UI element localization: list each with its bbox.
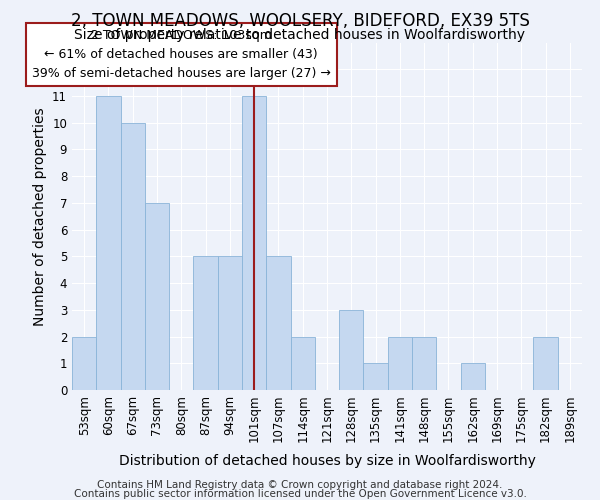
Bar — [242, 96, 266, 390]
Bar — [339, 310, 364, 390]
Bar — [266, 256, 290, 390]
Bar — [461, 364, 485, 390]
Bar — [96, 96, 121, 390]
Bar — [121, 122, 145, 390]
Text: Size of property relative to detached houses in Woolfardisworthy: Size of property relative to detached ho… — [74, 28, 526, 42]
Bar — [218, 256, 242, 390]
Text: Contains public sector information licensed under the Open Government Licence v3: Contains public sector information licen… — [74, 489, 526, 499]
X-axis label: Distribution of detached houses by size in Woolfardisworthy: Distribution of detached houses by size … — [119, 454, 535, 468]
Text: 2 TOWN MEADOWS: 103sqm
← 61% of detached houses are smaller (43)
39% of semi-det: 2 TOWN MEADOWS: 103sqm ← 61% of detached… — [32, 29, 331, 80]
Bar — [193, 256, 218, 390]
Text: Contains HM Land Registry data © Crown copyright and database right 2024.: Contains HM Land Registry data © Crown c… — [97, 480, 503, 490]
Bar — [388, 336, 412, 390]
Bar — [533, 336, 558, 390]
Y-axis label: Number of detached properties: Number of detached properties — [32, 107, 47, 326]
Bar — [72, 336, 96, 390]
Bar — [145, 203, 169, 390]
Bar — [412, 336, 436, 390]
Bar — [364, 364, 388, 390]
Bar — [290, 336, 315, 390]
Text: 2, TOWN MEADOWS, WOOLSERY, BIDEFORD, EX39 5TS: 2, TOWN MEADOWS, WOOLSERY, BIDEFORD, EX3… — [71, 12, 529, 30]
